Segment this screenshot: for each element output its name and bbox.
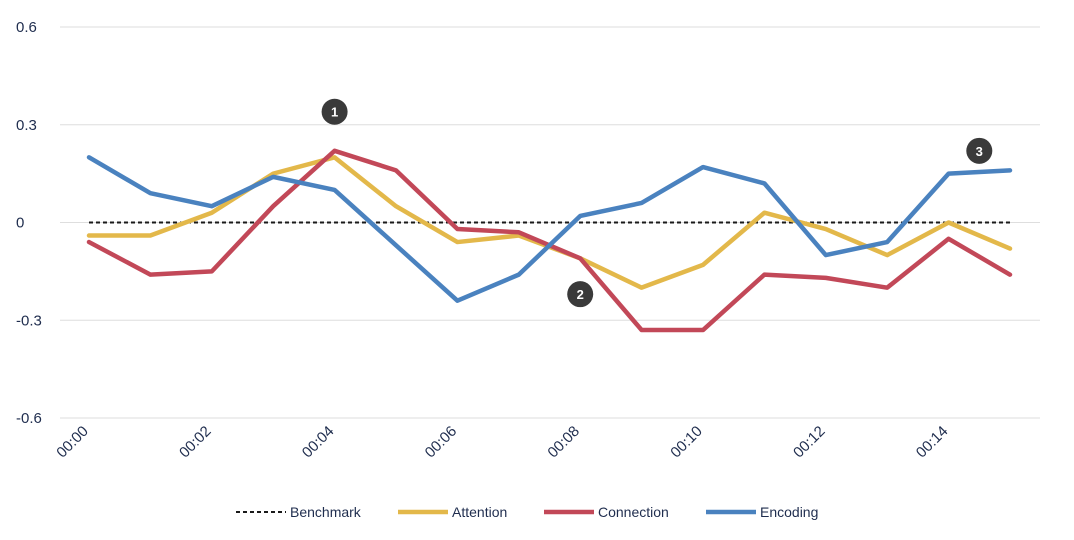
x-tick-label: 00:08 bbox=[544, 423, 583, 462]
x-tick-label: 00:06 bbox=[422, 423, 461, 462]
x-tick-label: 00:02 bbox=[176, 423, 215, 462]
annotation-label: 3 bbox=[976, 144, 983, 159]
annotation-badge bbox=[966, 137, 993, 164]
y-tick-label: -0.6 bbox=[16, 410, 42, 427]
series-line-encoding bbox=[86, 155, 1013, 303]
x-tick-label: 00:14 bbox=[913, 423, 952, 462]
gridlines bbox=[60, 26, 1040, 419]
legend-label-benchmark: Benchmark bbox=[290, 504, 362, 520]
annotation-badge bbox=[321, 98, 348, 125]
annotations: 1 2 3 bbox=[321, 98, 993, 308]
x-tick-label: 00:00 bbox=[53, 423, 92, 462]
annotation-label: 2 bbox=[577, 287, 584, 302]
x-tick-label: 00:12 bbox=[790, 423, 829, 462]
annotation-badge bbox=[567, 281, 594, 308]
x-tick-label: 00:04 bbox=[299, 423, 338, 462]
legend: Benchmark Attention Connection Encoding bbox=[236, 504, 818, 520]
legend-label-encoding: Encoding bbox=[760, 504, 818, 520]
series-line-connection bbox=[86, 148, 1013, 333]
y-tick-label: 0 bbox=[16, 215, 24, 232]
legend-label-attention: Attention bbox=[452, 504, 507, 520]
series-lines bbox=[86, 148, 1013, 333]
y-tick-label: 0.6 bbox=[16, 19, 37, 36]
y-tick-label: -0.3 bbox=[16, 312, 42, 329]
legend-label-connection: Connection bbox=[598, 504, 669, 520]
y-tick-label: 0.3 bbox=[16, 117, 37, 134]
x-tick-label: 00:10 bbox=[667, 423, 706, 462]
x-axis-ticks: 00:00 00:02 00:04 00:06 00:08 00:10 00:12 00:14 bbox=[53, 423, 951, 462]
y-axis-ticks: 0.6 0.3 0 -0.3 -0.6 bbox=[16, 19, 42, 427]
annotation-label: 1 bbox=[331, 105, 338, 120]
